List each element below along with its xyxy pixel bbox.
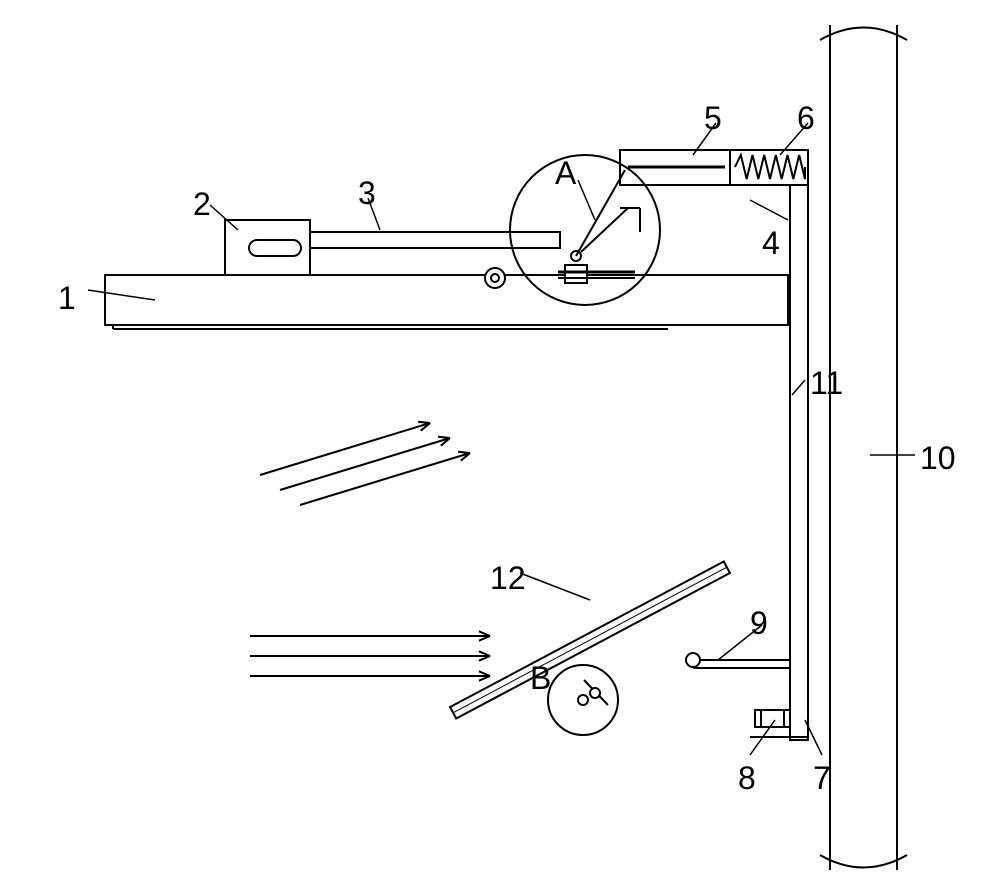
callout-label-A: A <box>555 155 576 192</box>
callout-label-11: 11 <box>810 365 843 402</box>
callout-label-8: 8 <box>738 760 756 797</box>
callout-label-B: B <box>530 660 551 697</box>
callout-label-10: 10 <box>920 440 956 477</box>
callout-label-4: 4 <box>762 225 780 262</box>
callout-label-1: 1 <box>58 280 76 317</box>
technical-diagram <box>0 0 1000 885</box>
callout-label-2: 2 <box>193 186 211 223</box>
callout-label-7: 7 <box>813 760 831 797</box>
callout-label-5: 5 <box>704 100 722 137</box>
callout-label-3: 3 <box>358 175 376 212</box>
diagram-svg <box>0 0 1000 885</box>
callout-label-12: 12 <box>490 560 526 597</box>
callout-label-6: 6 <box>797 100 815 137</box>
callout-label-9: 9 <box>750 605 768 642</box>
